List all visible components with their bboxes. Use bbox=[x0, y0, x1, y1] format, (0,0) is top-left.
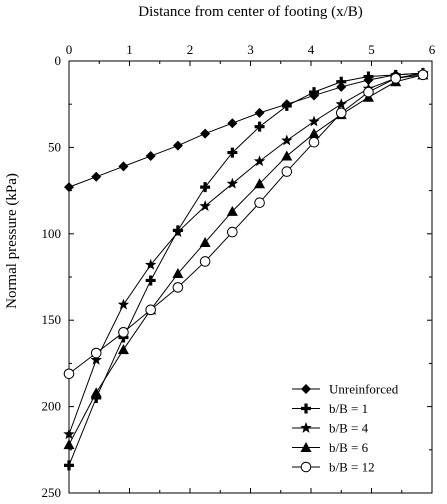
data-point-plus bbox=[200, 182, 211, 193]
data-point-star bbox=[335, 98, 347, 110]
data-point-circle-open bbox=[90, 347, 102, 359]
series-line-star bbox=[68, 72, 424, 435]
x-axis-title: Distance from center of footing (x/B) bbox=[138, 4, 363, 20]
data-point-star bbox=[144, 258, 157, 270]
data-point-plus bbox=[254, 121, 265, 132]
data-point-circle-open bbox=[63, 368, 75, 380]
series-circle-open bbox=[63, 69, 429, 380]
data-point-triangle bbox=[254, 178, 266, 189]
data-point-plus bbox=[363, 71, 374, 82]
series-layer bbox=[63, 67, 429, 471]
data-point-diamond bbox=[336, 81, 347, 92]
y-tick-label: 50 bbox=[48, 139, 61, 154]
data-point-diamond bbox=[254, 107, 265, 118]
y-tick-label: 0 bbox=[55, 53, 62, 68]
data-point-triangle bbox=[308, 128, 320, 139]
data-point-star bbox=[90, 353, 102, 365]
data-point-triangle bbox=[90, 387, 102, 398]
legend-item: b/B = 6 bbox=[292, 440, 369, 455]
data-point-triangle bbox=[281, 150, 293, 161]
data-point-plus bbox=[281, 100, 292, 111]
plot-frame bbox=[68, 60, 433, 494]
legend-marker bbox=[300, 422, 312, 433]
x-tick-label: 2 bbox=[187, 42, 194, 57]
y-tick-label: 200 bbox=[42, 399, 62, 414]
data-point-triangle bbox=[226, 205, 238, 216]
data-point-diamond bbox=[200, 128, 211, 139]
plot-border bbox=[68, 60, 433, 494]
data-point-circle-open bbox=[335, 107, 347, 119]
data-point-plus bbox=[227, 147, 238, 158]
y-axis: 0 50 100 150 200 250 bbox=[42, 53, 432, 500]
legend: Unreinforced b/B = 1 b/B = 4 b/B = 6 b/B = 1… bbox=[292, 382, 399, 475]
x-tick-label: 3 bbox=[247, 42, 254, 57]
legend-label: b/B = 4 bbox=[329, 421, 369, 436]
data-point-circle-open bbox=[390, 72, 402, 84]
series-line-circle-open bbox=[68, 74, 423, 375]
data-point-diamond bbox=[227, 118, 238, 129]
data-point-circle-open bbox=[363, 86, 374, 98]
data-point-triangle bbox=[172, 268, 184, 279]
data-point-star bbox=[226, 177, 239, 189]
data-point-star bbox=[281, 134, 293, 146]
data-point-star bbox=[308, 115, 320, 127]
legend-label: b/B = 12 bbox=[329, 460, 375, 475]
x-tick-label: 0 bbox=[66, 42, 73, 57]
data-point-star bbox=[199, 200, 211, 212]
x-axis: 0 1 2 3 4 5 6 bbox=[66, 42, 436, 493]
data-point-circle-open bbox=[172, 282, 184, 293]
legend-item: b/B = 4 bbox=[292, 421, 369, 436]
legend-marker bbox=[301, 384, 311, 394]
data-point-plus bbox=[336, 76, 347, 87]
y-tick-label: 150 bbox=[42, 312, 62, 327]
data-point-plus bbox=[64, 460, 74, 471]
series-line-plus bbox=[68, 72, 423, 466]
legend-marker bbox=[300, 461, 312, 473]
x-tick-label: 6 bbox=[429, 42, 436, 57]
x-tick-label: 1 bbox=[126, 42, 133, 57]
data-point-circle-open bbox=[417, 69, 429, 81]
data-point-triangle bbox=[199, 236, 211, 247]
data-point-star bbox=[63, 428, 75, 440]
data-point-diamond bbox=[118, 161, 129, 172]
legend-label: Unreinforced bbox=[329, 382, 399, 397]
legend-item: b/B = 1 bbox=[292, 401, 368, 416]
data-point-diamond bbox=[91, 171, 102, 182]
x-tick-label: 4 bbox=[308, 42, 315, 57]
x-tick-label: 5 bbox=[368, 42, 375, 57]
data-point-triangle bbox=[117, 344, 129, 355]
y-axis-title: Normal pressure (kPa) bbox=[4, 173, 20, 309]
data-point-circle-open bbox=[227, 226, 238, 238]
data-point-plus bbox=[309, 87, 320, 98]
data-point-diamond bbox=[64, 182, 74, 193]
y-tick-label: 250 bbox=[42, 485, 62, 500]
legend-label: b/B = 1 bbox=[329, 401, 368, 416]
data-point-circle-open bbox=[254, 197, 265, 208]
legend-label: b/B = 6 bbox=[329, 440, 369, 455]
legend-marker bbox=[301, 403, 311, 414]
data-point-diamond bbox=[172, 140, 183, 151]
data-point-star bbox=[117, 298, 130, 310]
data-point-star bbox=[253, 155, 266, 167]
data-point-circle-open bbox=[118, 326, 129, 338]
data-point-circle-open bbox=[308, 136, 320, 148]
data-point-circle-open bbox=[199, 256, 211, 267]
data-point-star bbox=[172, 226, 184, 237]
data-point-circle-open bbox=[145, 304, 156, 316]
series-plus bbox=[64, 68, 428, 471]
legend-item: b/B = 12 bbox=[292, 460, 375, 475]
series-line-diamond bbox=[68, 72, 423, 188]
data-point-diamond bbox=[145, 151, 156, 162]
legend-item: Unreinforced bbox=[292, 382, 399, 397]
data-point-plus bbox=[145, 275, 156, 286]
data-point-triangle bbox=[63, 439, 75, 450]
legend-marker bbox=[300, 442, 312, 452]
y-tick-label: 100 bbox=[42, 226, 62, 241]
data-point-circle-open bbox=[281, 166, 293, 177]
